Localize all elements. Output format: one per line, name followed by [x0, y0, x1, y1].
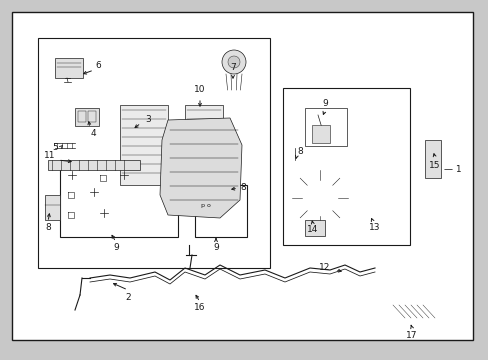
Bar: [305, 220, 325, 236]
Circle shape: [227, 56, 240, 68]
Bar: [38, 38, 269, 268]
Text: 5: 5: [52, 144, 58, 153]
Text: 13: 13: [368, 224, 380, 233]
Ellipse shape: [424, 136, 440, 144]
Text: 7: 7: [230, 63, 235, 72]
Text: 17: 17: [406, 330, 417, 339]
Polygon shape: [160, 118, 242, 218]
Text: 3: 3: [145, 116, 151, 125]
Bar: [88, 111, 96, 122]
Text: 12: 12: [319, 264, 330, 273]
Text: 15: 15: [428, 161, 440, 170]
Text: 11: 11: [44, 150, 56, 159]
Text: 6: 6: [95, 60, 101, 69]
Ellipse shape: [287, 138, 297, 153]
Text: — 1: — 1: [443, 166, 461, 175]
Text: 9: 9: [322, 99, 327, 108]
Bar: [120, 105, 168, 185]
Bar: [283, 88, 409, 245]
Circle shape: [357, 198, 381, 222]
Bar: [55, 58, 83, 78]
Circle shape: [222, 50, 245, 74]
Ellipse shape: [424, 175, 440, 181]
Text: 10: 10: [194, 85, 205, 94]
Text: 9: 9: [213, 243, 219, 252]
Text: 2: 2: [125, 293, 131, 302]
Bar: [78, 111, 86, 122]
Circle shape: [302, 180, 337, 216]
Text: p o: p o: [201, 202, 210, 207]
Bar: [195, 185, 246, 237]
Circle shape: [364, 205, 374, 215]
Polygon shape: [389, 300, 419, 320]
Polygon shape: [293, 105, 305, 120]
Text: 9: 9: [113, 243, 119, 252]
Bar: [184, 105, 223, 167]
Bar: [311, 125, 329, 143]
Bar: [424, 140, 440, 178]
Bar: [60, 165, 178, 237]
Bar: [48, 160, 140, 170]
Text: 8: 8: [240, 184, 245, 193]
Bar: [305, 108, 346, 146]
Polygon shape: [278, 160, 351, 232]
Text: 14: 14: [306, 225, 318, 234]
Text: 8: 8: [297, 148, 302, 157]
Bar: [75, 108, 99, 126]
Text: 4: 4: [90, 129, 96, 138]
Text: 8: 8: [45, 224, 51, 233]
Circle shape: [347, 188, 391, 232]
Polygon shape: [407, 300, 434, 320]
Bar: [45, 195, 60, 220]
Text: 16: 16: [194, 303, 205, 312]
Circle shape: [289, 168, 349, 228]
